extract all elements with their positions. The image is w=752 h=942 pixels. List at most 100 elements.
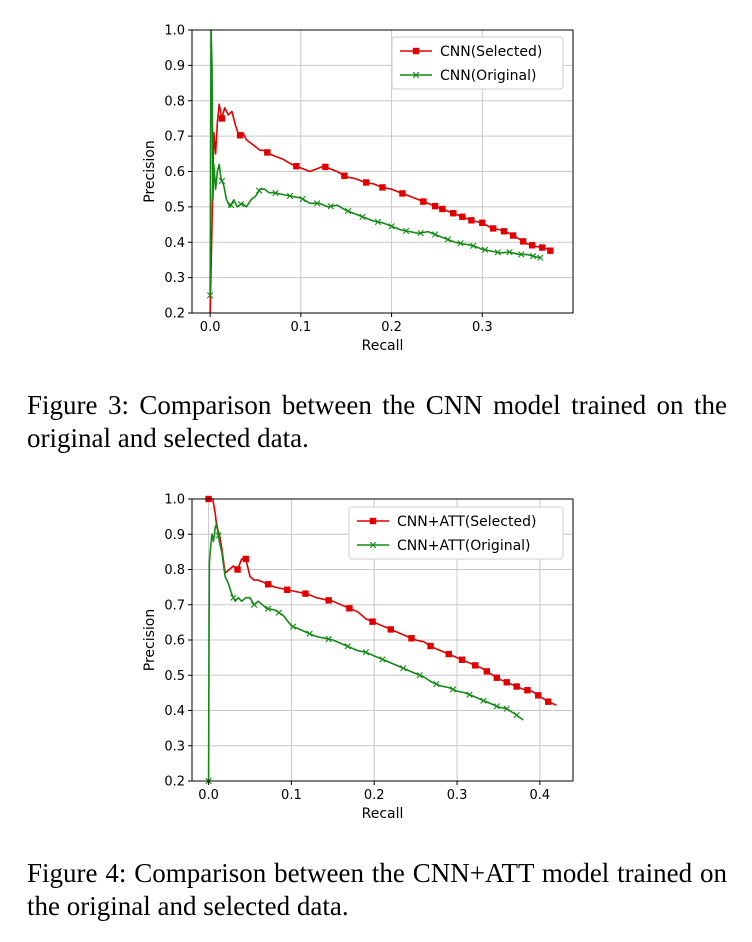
fig4-xaxis-label: Recall <box>362 806 404 822</box>
fig3-marker-cnn-selected-11 <box>439 205 446 213</box>
fig3-marker-cnn-original-7 <box>299 195 306 203</box>
fig3-legend-label-cnn-original: CNN(Original) <box>440 68 536 84</box>
fig3-marker-cnn-selected-15 <box>479 219 486 226</box>
figure-3-chart: 0.0 0.1 0.2 0.3 0.2 0.3 0.4 0.5 0.6 0.7 0.8 0.9 1.0 R… <box>142 24 574 354</box>
fig4-ytick-label-3: 0.5 <box>164 669 185 684</box>
fig3-marker-cnn-selected-21 <box>538 244 546 251</box>
fig3-ytick-label-4: 0.6 <box>164 165 185 180</box>
fig3-ytick-label-0: 0.2 <box>164 307 185 322</box>
fig3-marker-cnn-original-17 <box>444 236 452 243</box>
fig4-marker-cnn-att-original-10 <box>362 649 370 656</box>
fig4-legend-label-cnn-att-selected: CNN+ATT(Selected) <box>397 514 536 530</box>
fig3-marker-cnn-original-18 <box>457 240 464 247</box>
fig3-marker-cnn-selected-19 <box>519 238 527 245</box>
fig3-legend-box <box>391 36 564 90</box>
fig4-marker-cnn-att-original-14 <box>433 680 440 688</box>
fig4-marker-cnn-att-original-3 <box>250 601 258 608</box>
fig3-marker-cnn-original-2 <box>227 201 235 209</box>
fig4-legend-marker-cnn-att-selected <box>369 517 377 525</box>
fig3-marker-cnn-original-11 <box>359 213 366 220</box>
fig3-marker-cnn-original-15 <box>417 229 424 237</box>
fig3-marker-cnn-original-19 <box>470 242 477 249</box>
fig3-xtick-label-1: 0.1 <box>291 320 312 335</box>
fig4-marker-cnn-att-selected-3 <box>265 581 272 588</box>
fig4-marker-cnn-att-original-15 <box>449 686 457 693</box>
fig3-marker-cnn-selected-4 <box>322 163 329 171</box>
fig4-marker-cnn-att-selected-12 <box>445 650 452 658</box>
fig3-marker-cnn-selected-2 <box>264 149 271 156</box>
fig4-marker-cnn-att-selected-4 <box>284 586 291 593</box>
fig3-ytick-label-3: 0.5 <box>164 200 185 215</box>
fig4-marker-cnn-att-selected-20 <box>535 692 542 699</box>
fig4-marker-cnn-att-original-18 <box>493 703 500 710</box>
fig3-marker-cnn-selected-6 <box>362 179 370 186</box>
fig4-marker-cnn-att-selected-10 <box>408 635 415 642</box>
fig4-ytick-label-8: 1.0 <box>164 493 185 508</box>
fig3-yaxis-label: Precision <box>142 140 158 202</box>
fig3-marker-cnn-original-1 <box>218 177 226 185</box>
fig4-marker-cnn-att-selected-2 <box>242 555 250 563</box>
fig4-marker-cnn-att-selected-7 <box>346 605 353 612</box>
fig3-marker-cnn-selected-12 <box>450 210 457 217</box>
fig3-marker-cnn-original-16 <box>431 231 439 238</box>
fig4-ytick-label-0: 0.2 <box>164 775 185 790</box>
fig4-ytick-label-4: 0.6 <box>164 634 185 649</box>
fig4-marker-cnn-att-selected-1 <box>234 566 241 573</box>
fig3-marker-cnn-selected-9 <box>420 198 427 205</box>
fig4-ytick-label-1: 0.3 <box>164 739 185 754</box>
fig3-ytick-label-6: 0.8 <box>164 94 185 109</box>
fig3-marker-cnn-original-5 <box>272 189 279 197</box>
fig4-legend-marker-cnn-att-original <box>369 541 377 549</box>
fig3-legend-marker-cnn-selected <box>412 47 420 55</box>
fig3-marker-cnn-selected-22 <box>547 247 554 254</box>
fig4-ytick-label-5: 0.7 <box>164 598 185 613</box>
fig3-marker-cnn-selected-5 <box>341 172 348 179</box>
fig4-marker-cnn-att-selected-6 <box>325 597 332 604</box>
fig4-ytick-label-2: 0.4 <box>164 704 185 719</box>
fig4-ytick-label-6: 0.8 <box>164 563 185 578</box>
fig4-marker-cnn-att-selected-9 <box>387 626 394 633</box>
fig3-xtick-label-2: 0.2 <box>381 320 402 335</box>
fig4-marker-cnn-att-original-4 <box>265 605 272 612</box>
fig3-marker-cnn-selected-16 <box>489 225 497 232</box>
fig3-marker-cnn-original-0 <box>206 292 214 299</box>
fig3-marker-cnn-original-13 <box>388 223 395 230</box>
figure-3-caption: Figure 3: Comparison between the CNN mod… <box>27 390 727 453</box>
fig3-marker-cnn-original-6 <box>286 192 294 200</box>
fig3-ytick-label-5: 0.7 <box>164 130 185 145</box>
fig4-marker-cnn-att-selected-8 <box>369 618 376 625</box>
figure-4-chart: 0.0 0.1 0.2 0.3 0.4 0.2 0.3 0.4 0.5 0.6 0.7 0.8 0.9 1… <box>142 493 574 822</box>
fig3-marker-cnn-selected-3 <box>293 162 300 170</box>
fig3-marker-cnn-original-10 <box>344 207 352 215</box>
fig3-ytick-label-1: 0.3 <box>164 271 185 286</box>
fig3-ytick-label-7: 0.9 <box>164 59 185 74</box>
fig4-ytick-label-7: 0.9 <box>164 528 185 543</box>
fig3-ytick-label-8: 1.0 <box>164 24 185 39</box>
fig4-marker-cnn-att-original-11 <box>379 656 386 663</box>
fig3-marker-cnn-selected-7 <box>379 184 386 191</box>
fig3-marker-cnn-original-20 <box>481 246 489 254</box>
fig3-marker-cnn-original-12 <box>374 218 382 226</box>
fig4-marker-cnn-att-original-12 <box>400 665 407 672</box>
fig3-marker-cnn-selected-0 <box>218 115 226 122</box>
fig4-legend-label-cnn-att-original: CNN+ATT(Original) <box>397 538 531 554</box>
fig3-marker-cnn-original-9 <box>327 203 334 210</box>
fig3-marker-cnn-original-23 <box>518 251 525 258</box>
fig4-marker-cnn-att-selected-18 <box>513 683 520 690</box>
fig4-marker-cnn-att-original-19 <box>503 705 510 712</box>
fig4-marker-cnn-att-selected-19 <box>524 687 531 694</box>
fig3-xaxis-label: Recall <box>362 338 404 354</box>
fig4-marker-cnn-att-original-5 <box>275 609 283 616</box>
fig3-marker-cnn-selected-14 <box>468 217 475 224</box>
fig3-marker-cnn-selected-18 <box>509 232 517 239</box>
fig3-marker-cnn-selected-13 <box>459 213 466 220</box>
figure-4-caption: Figure 4: Comparison between the CNN+ATT… <box>27 858 727 921</box>
fig3-marker-cnn-original-14 <box>402 227 410 235</box>
fig4-xtick-label-2: 0.2 <box>364 788 385 803</box>
fig4-marker-cnn-att-original-7 <box>306 630 313 637</box>
fig4-marker-cnn-att-original-8 <box>325 635 332 643</box>
fig4-marker-cnn-att-selected-16 <box>493 674 500 681</box>
fig4-marker-cnn-att-original-16 <box>466 691 473 698</box>
fig4-xtick-label-0: 0.0 <box>198 788 219 803</box>
fig4-xtick-label-1: 0.1 <box>281 788 302 803</box>
